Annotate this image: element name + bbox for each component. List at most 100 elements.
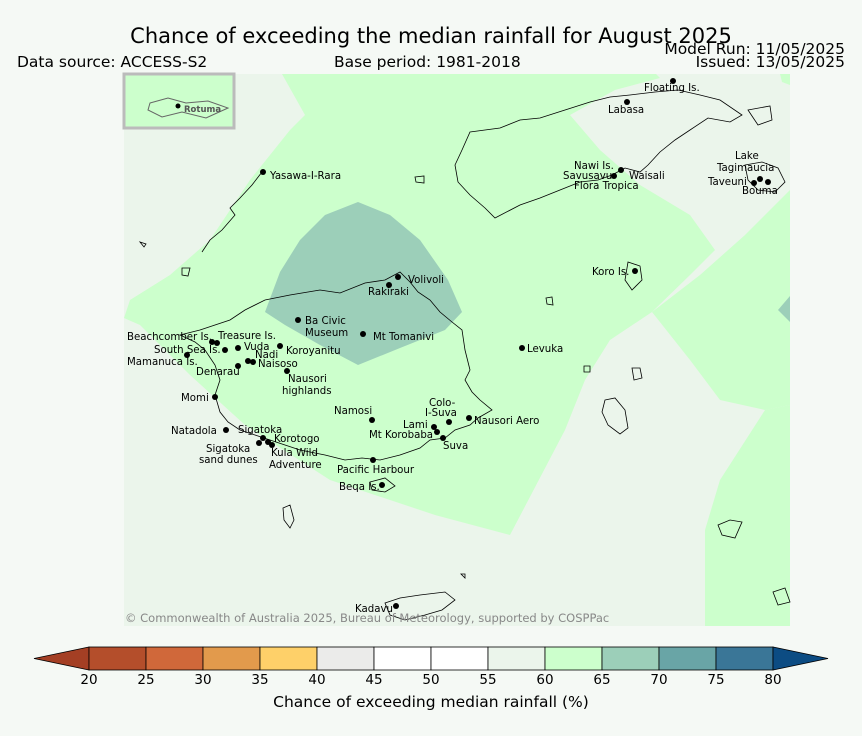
natadola-marker xyxy=(223,427,229,433)
place-label: Lami xyxy=(403,420,428,431)
taveuni-coast xyxy=(744,161,786,193)
koro-marker xyxy=(632,268,638,274)
vanua-levu-coast xyxy=(454,89,743,219)
colorbar-swatch xyxy=(373,646,432,671)
colorbar-tick-label: 30 xyxy=(194,672,212,688)
place-label: Sigatoka xyxy=(238,425,282,436)
colorbar-tick-label: 25 xyxy=(137,672,155,688)
savusavu-marker xyxy=(611,173,617,179)
colorbar-tick-label: 80 xyxy=(764,672,782,688)
vatulele-island xyxy=(282,504,295,529)
colorbar-tick-label: 35 xyxy=(251,672,269,688)
volivoli-marker xyxy=(395,274,401,280)
place-label: Pacific Harbour xyxy=(337,465,415,476)
place-label: Natadola xyxy=(171,426,217,437)
pacific-harbour-marker xyxy=(370,457,376,463)
issued-date: Issued: 13/05/2025 xyxy=(695,53,845,71)
colo-i-suva-marker xyxy=(446,419,452,425)
place-markers xyxy=(184,78,771,609)
model-run: Model Run: 11/05/2025 xyxy=(664,40,845,58)
place-label: Museum xyxy=(305,328,348,339)
place-label: highlands xyxy=(282,386,332,397)
place-label: Colo- xyxy=(429,398,456,409)
place-label: Lake xyxy=(735,151,759,162)
small-island-2 xyxy=(545,296,554,306)
beachcomber-marker xyxy=(209,339,215,345)
place-label: Kadavu xyxy=(355,604,393,615)
small-island-4 xyxy=(583,365,591,373)
colorbar-tick-label: 55 xyxy=(479,672,497,688)
small-island-7 xyxy=(460,573,466,579)
place-label: sand dunes xyxy=(199,455,258,466)
naisoso-marker xyxy=(250,359,256,365)
colorbar-tick-label: 45 xyxy=(365,672,383,688)
place-label: South Sea Is. xyxy=(154,345,221,356)
suva-marker xyxy=(440,435,446,441)
colorbar-swatch xyxy=(88,646,147,671)
colorbar-swatch xyxy=(715,646,774,671)
place-label: Yasawa-I-Rara xyxy=(269,171,341,182)
treasure-marker xyxy=(214,340,220,346)
place-label: Beqa Is. xyxy=(339,482,380,493)
colorbar-tick-label: 20 xyxy=(80,672,98,688)
rakiraki-marker xyxy=(386,282,392,288)
place-label: Savusavu xyxy=(563,171,612,182)
namosi-marker xyxy=(369,417,375,423)
floating-is-marker xyxy=(670,78,676,84)
place-label: Rakiraki xyxy=(368,287,409,298)
place-label: Nawi Is. xyxy=(574,161,614,172)
place-label: Volivoli xyxy=(408,275,444,286)
region-60-65-northeast xyxy=(780,74,790,85)
nadi-marker xyxy=(245,358,251,364)
colorbar-tick-label: 70 xyxy=(650,672,668,688)
yasawa-islands xyxy=(201,171,263,253)
place-label: Floating Is. xyxy=(644,83,700,94)
data-source: Data source: ACCESS-S2 xyxy=(17,53,208,71)
place-label: Levuka xyxy=(527,344,563,355)
taveuni-marker xyxy=(751,180,757,186)
kula-marker xyxy=(269,442,275,448)
nawi-marker xyxy=(618,167,624,173)
colorbar-tick-label: 75 xyxy=(707,672,725,688)
colorbar-tick-label: 60 xyxy=(536,672,554,688)
ba-marker xyxy=(295,317,301,323)
kadavu-marker xyxy=(393,603,399,609)
rotuma-marker xyxy=(175,103,181,109)
small-island-1 xyxy=(414,175,425,184)
place-label: Namosi xyxy=(334,406,372,417)
tagimaucia-marker xyxy=(757,176,763,182)
rotuma-inset xyxy=(122,72,236,130)
place-label: Waisali xyxy=(629,171,665,182)
bouma-marker xyxy=(765,179,771,185)
kadavu-coast xyxy=(384,591,456,621)
place-label: Tagimaucia xyxy=(716,163,774,174)
sigatoka-dunes-marker xyxy=(256,440,262,446)
yasawa-marker xyxy=(260,169,266,175)
place-label: Korotogo xyxy=(274,434,320,445)
place-label: Mamanuca Is. xyxy=(127,357,198,368)
colorbar-swatch xyxy=(487,646,546,671)
labasa-marker xyxy=(624,99,630,105)
tomanivi-marker xyxy=(360,331,366,337)
viti-levu-coast xyxy=(178,271,493,461)
place-label: Adventure xyxy=(269,460,322,471)
place-label: Nadi xyxy=(255,350,278,361)
colorbar-extend-low xyxy=(33,646,90,671)
colorbar-tick-label: 65 xyxy=(593,672,611,688)
place-label: Bouma xyxy=(742,186,778,197)
small-island-3 xyxy=(631,367,643,381)
koroyanitu-marker xyxy=(277,343,283,349)
colorbar-swatch xyxy=(259,646,318,671)
place-label: Koro Is. xyxy=(592,267,629,278)
place-label: Denarau xyxy=(196,367,240,378)
lau-island-1 xyxy=(717,519,743,539)
rotuma-outline xyxy=(147,97,230,119)
base-period: Base period: 1981-2018 xyxy=(334,53,521,71)
coastlines xyxy=(138,89,791,621)
mamanuca-marker xyxy=(184,352,190,358)
momi-marker xyxy=(212,394,218,400)
place-label: Nausori Aero xyxy=(474,416,539,427)
colorbar-swatch xyxy=(544,646,603,671)
colorbar-swatch xyxy=(316,646,375,671)
